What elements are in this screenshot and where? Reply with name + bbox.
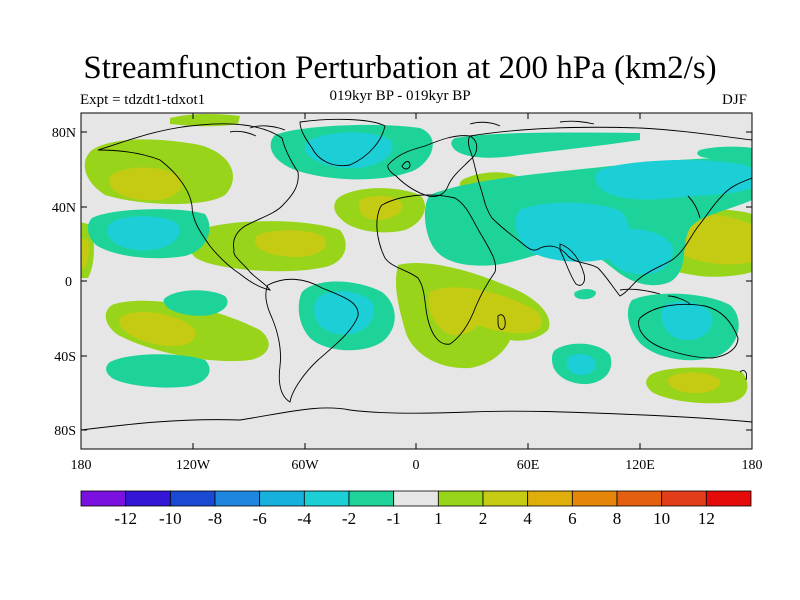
colorbar-label: -12	[114, 509, 137, 528]
colorbar-box	[705, 490, 752, 507]
coast-indonesia	[619, 288, 691, 305]
colorbar-label: -4	[297, 509, 312, 528]
colorbar-label: -1	[387, 509, 401, 528]
field-neg2-australia	[661, 301, 713, 341]
colorbar-box	[437, 490, 484, 507]
axis-ticks	[81, 113, 752, 449]
colorbar-label: 10	[653, 509, 670, 528]
field-neg-arctic-asia	[451, 132, 640, 158]
field-pos2-south-pacific	[119, 311, 196, 347]
field-neg2-east-china	[605, 229, 673, 275]
field-neg2-greenland	[305, 132, 393, 169]
colorbar-box	[348, 490, 395, 507]
field-neg2-asia	[595, 159, 752, 200]
coast-madagascar	[497, 314, 506, 330]
field-pos-arctic-cap	[170, 113, 240, 127]
field-neg-south-pacific-low	[106, 354, 210, 388]
colorbar-box	[393, 490, 439, 507]
colorbar-label: -2	[342, 509, 356, 528]
field-pos2-north-pacific	[109, 167, 182, 201]
lat-label: 80N	[52, 126, 76, 141]
lon-label: 180	[742, 458, 763, 473]
coast-antarctica	[81, 407, 752, 431]
coast-uk	[401, 161, 411, 170]
colorbar-box	[169, 490, 216, 507]
field-neg-east-asia-small	[697, 146, 752, 160]
colorbar-box	[482, 490, 529, 507]
latitude-labels: 80N 40N 0 40S 80S	[52, 126, 76, 439]
coast-new-zealand	[739, 369, 747, 381]
colorbar-label: -6	[253, 509, 267, 528]
lon-label: 120E	[625, 458, 655, 473]
lon-label: 0	[413, 458, 420, 473]
plot-subtitle: 019kyr BP - 019kyr BP	[329, 88, 471, 104]
lat-label: 80S	[54, 424, 76, 439]
colorbar-labels: -12 -10 -8 -6 -4 -2 -1 1 2 4 6 8 10 12	[114, 509, 714, 528]
lon-label: 60W	[291, 458, 319, 473]
field-pos2-north-africa	[358, 195, 403, 220]
field-pos2-atlantic	[254, 230, 327, 257]
colorbar-box	[661, 490, 707, 507]
contour-fields	[81, 113, 752, 404]
lat-label: 0	[65, 275, 72, 290]
lon-label: 180	[71, 458, 92, 473]
coast-south-america	[265, 278, 359, 403]
colorbar-box	[259, 490, 305, 507]
experiment-label: Expt = tdzdt1-tdxot1	[80, 92, 206, 108]
colorbar-label: 2	[479, 509, 488, 528]
colorbar-label: 4	[523, 509, 532, 528]
lat-label: 40N	[52, 201, 76, 216]
colorbar-box	[214, 490, 261, 507]
field-pos2-south-africa	[428, 287, 543, 336]
field-neg-tropical-atlantic	[574, 289, 596, 300]
colorbar-box	[125, 490, 171, 507]
coast-north-america	[97, 123, 299, 291]
colorbar-label: -10	[159, 509, 182, 528]
colorbar-box	[616, 490, 663, 507]
field-neg2-south-america	[314, 291, 374, 335]
coast-arctic-islands	[229, 120, 595, 137]
lon-label: 120W	[176, 458, 211, 473]
colorbar-label: -8	[208, 509, 222, 528]
coast-africa	[376, 194, 497, 345]
coast-japan	[687, 195, 701, 219]
field-pos2-southern-ocean	[667, 372, 721, 393]
coast-india	[559, 243, 585, 286]
plot-title: Streamfunction Perturbation at 200 hPa (…	[83, 50, 717, 86]
field-neg2-north-pacific-east	[107, 216, 180, 251]
colorbar-box	[571, 490, 618, 507]
coast-europe	[387, 135, 478, 197]
colorbar-box	[527, 490, 573, 507]
coastlines	[81, 118, 752, 431]
coast-greenland	[299, 118, 386, 167]
colorbar-box	[303, 490, 350, 507]
colorbar-label: 1	[434, 509, 443, 528]
coast-asia	[468, 126, 752, 297]
coast-australia	[638, 303, 739, 359]
lat-label: 40S	[54, 350, 76, 365]
colorbar-label: 8	[613, 509, 622, 528]
field-neg2-indian-ocean	[566, 354, 597, 375]
season-label: DJF	[722, 92, 748, 108]
colorbar-label: 12	[698, 509, 715, 528]
lon-label: 60E	[517, 458, 540, 473]
field-neg-south-pacific-mid	[163, 290, 228, 316]
colorbar	[80, 490, 752, 507]
longitude-labels: 180 120W 60W 0 60E 120E 180	[71, 458, 763, 473]
field-pos2-east-atlantic	[81, 238, 89, 268]
colorbar-box	[80, 490, 127, 507]
colorbar-label: 6	[568, 509, 577, 528]
